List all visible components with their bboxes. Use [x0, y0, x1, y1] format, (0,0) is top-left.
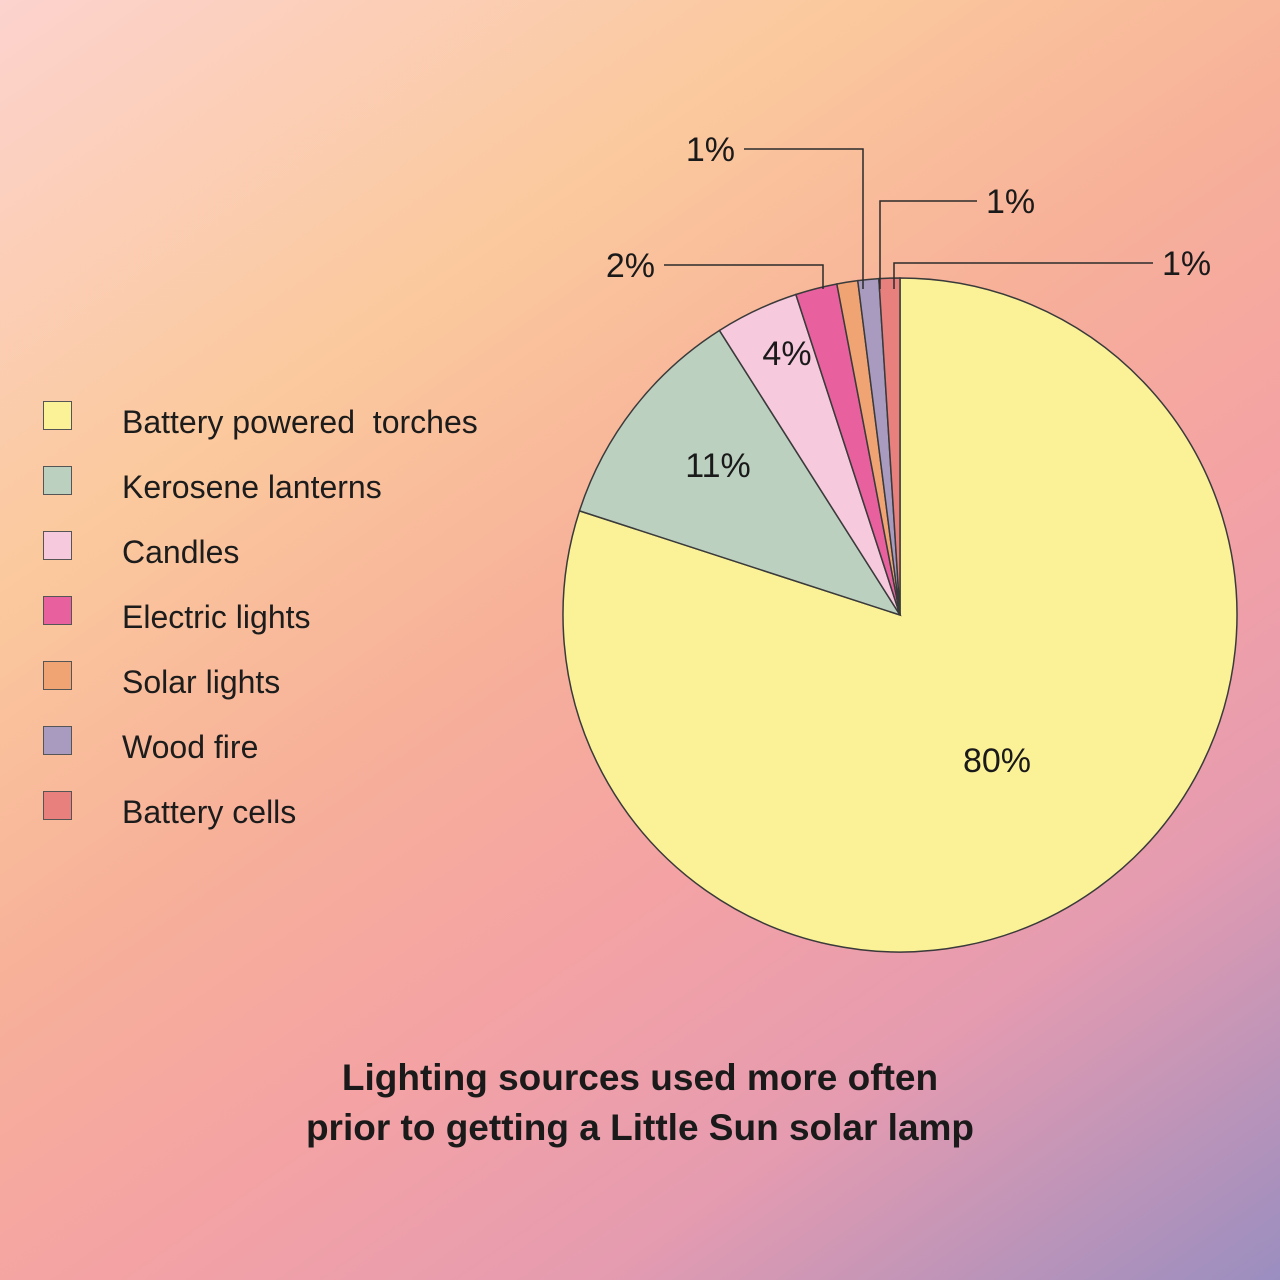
- svg-text:1%: 1%: [686, 131, 735, 169]
- svg-text:4%: 4%: [762, 335, 811, 373]
- svg-text:2%: 2%: [606, 247, 655, 285]
- svg-text:1%: 1%: [1162, 245, 1211, 283]
- svg-text:11%: 11%: [685, 447, 751, 485]
- svg-text:80%: 80%: [963, 742, 1031, 780]
- svg-text:1%: 1%: [986, 183, 1035, 221]
